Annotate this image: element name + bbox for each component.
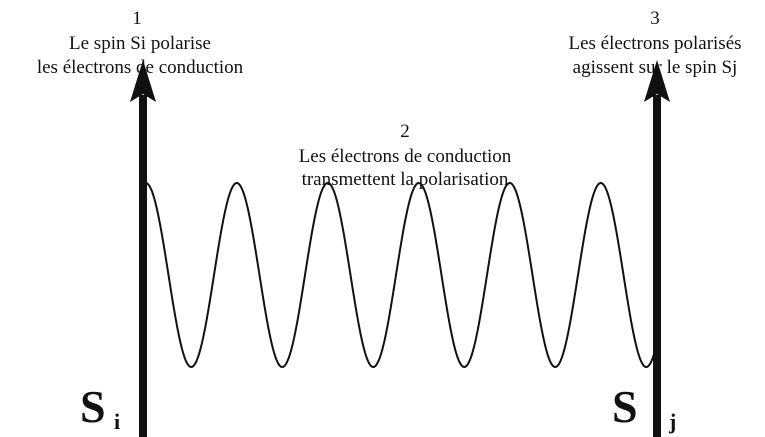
wave [142, 181, 658, 369]
spin-symbol: S [612, 381, 638, 432]
spin-symbol: S [80, 381, 106, 432]
arrow-right-head [644, 60, 670, 102]
label-number: 2 [400, 121, 410, 142]
label-line: Les électrons de conduction [299, 146, 512, 167]
spin-subscript: j [668, 409, 676, 434]
label-line: les électrons de conduction [37, 57, 244, 78]
label-number: 1 [132, 8, 142, 29]
label-line: agissent sur le spin Sj [573, 57, 738, 78]
label-line: transmettent la polarisation [302, 169, 509, 190]
label-number: 3 [650, 8, 660, 29]
spin-subscript: i [114, 409, 120, 434]
label-line: Les électrons polarisés [568, 33, 741, 54]
label-line: Le spin Si polarise [69, 33, 211, 54]
arrow-left-head [130, 60, 156, 102]
